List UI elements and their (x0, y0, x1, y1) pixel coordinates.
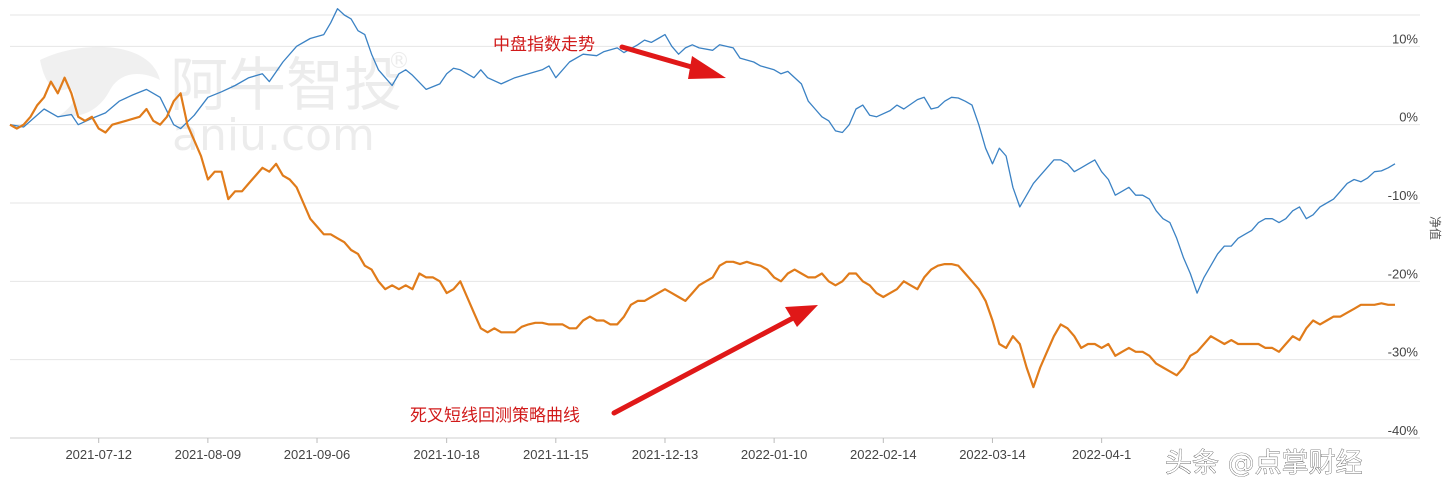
x-tick-label: 2021-12-13 (632, 447, 699, 462)
y-tick-label: -20% (1388, 266, 1419, 281)
x-tick-label: 2021-11-15 (523, 447, 589, 462)
x-tick-label: 2021-08-09 (175, 447, 242, 462)
x-tick-label: 2022-01-10 (741, 447, 808, 462)
y-axis-label: 净值 (1428, 216, 1443, 240)
x-tick-label: 2022-02-14 (850, 447, 917, 462)
series-line-strategy (9, 76, 1395, 389)
y-tick-label: 10% (1392, 31, 1418, 46)
annotation-strategy-label: 死叉短线回测策略曲线 (410, 406, 580, 426)
watermark-cn: 阿牛智投 (170, 51, 402, 119)
x-tick-label: 2021-07-12 (65, 447, 132, 462)
watermark: 阿牛智投 aniu.com ® (40, 46, 410, 161)
x-tick-label: 2022-04-1 (1072, 447, 1131, 462)
x-tick-label: 2022-03-14 (959, 447, 1026, 462)
y-tick-label: -10% (1388, 188, 1419, 203)
y-tick-label: -40% (1388, 423, 1419, 438)
x-axis: 2021-07-12 2021-08-09 2021-09-06 2021-10-18… (10, 437, 1420, 462)
x-tick-label: 2021-09-06 (284, 447, 351, 462)
source-credit: 头条 @点掌财经 (1165, 448, 1363, 479)
y-tick-label: 0% (1399, 110, 1418, 125)
watermark-logo-icon (40, 46, 160, 117)
watermark-en: aniu.com (172, 110, 375, 161)
annotation-midcap-arrow (619, 44, 726, 79)
annotation-midcap-label: 中盘指数走势 (493, 35, 595, 55)
series-group (9, 8, 1396, 389)
annotation-midcap: 中盘指数走势 (493, 35, 726, 79)
annotation-strategy: 死叉短线回测策略曲线 (410, 305, 818, 426)
x-tick-label: 2021-10-18 (413, 447, 480, 462)
y-axis: 10% 0% -10% -20% -30% -40% (1388, 31, 1419, 438)
series-line-midcap (9, 8, 1396, 294)
watermark-registered-mark: ® (388, 49, 410, 74)
annotation-strategy-arrow (611, 305, 818, 416)
y-tick-label: -30% (1388, 345, 1419, 360)
